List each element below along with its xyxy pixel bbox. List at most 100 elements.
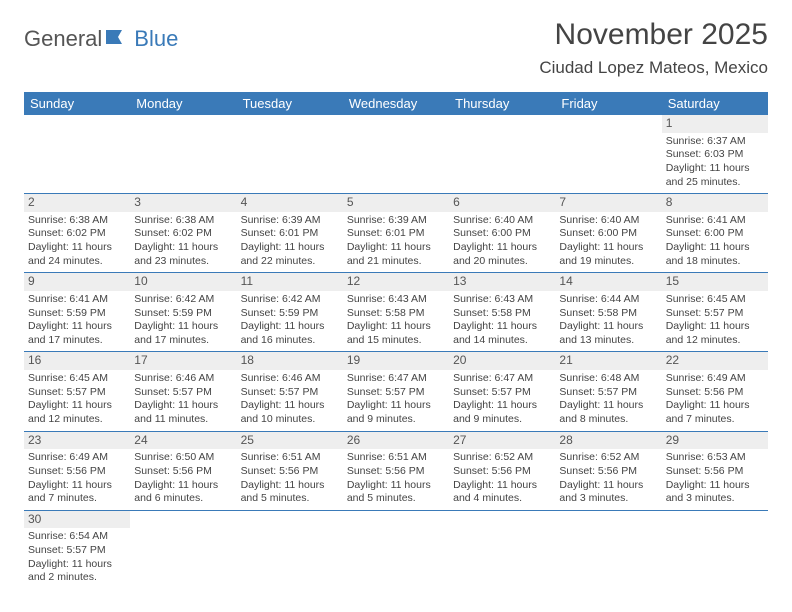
sunrise-text: Sunrise: 6:49 AM [666, 372, 764, 386]
day-number: 28 [555, 432, 661, 450]
daylight-text: Daylight: 11 hours and 5 minutes. [347, 479, 445, 506]
daylight-text: Daylight: 11 hours and 18 minutes. [666, 241, 764, 268]
flag-icon [106, 26, 132, 52]
sunset-text: Sunset: 6:02 PM [28, 227, 126, 241]
sunset-text: Sunset: 5:58 PM [559, 307, 657, 321]
daylight-text: Daylight: 11 hours and 16 minutes. [241, 320, 339, 347]
sunrise-text: Sunrise: 6:49 AM [28, 451, 126, 465]
sunset-text: Sunset: 5:58 PM [453, 307, 551, 321]
sunset-text: Sunset: 6:01 PM [241, 227, 339, 241]
day-number: 18 [237, 352, 343, 370]
day-number: 10 [130, 273, 236, 291]
day-cell-blank [130, 115, 236, 193]
day-cell: 3Sunrise: 6:38 AMSunset: 6:02 PMDaylight… [130, 194, 236, 272]
day-number: 23 [24, 432, 130, 450]
day-number: 13 [449, 273, 555, 291]
daylight-text: Daylight: 11 hours and 7 minutes. [28, 479, 126, 506]
header: General Blue November 2025 Ciudad Lopez … [24, 18, 768, 78]
daylight-text: Daylight: 11 hours and 25 minutes. [666, 162, 764, 189]
logo-text-blue: Blue [134, 26, 178, 52]
day-cell: 23Sunrise: 6:49 AMSunset: 5:56 PMDayligh… [24, 432, 130, 510]
daylight-text: Daylight: 11 hours and 2 minutes. [28, 558, 126, 585]
sunrise-text: Sunrise: 6:39 AM [241, 214, 339, 228]
sunset-text: Sunset: 5:56 PM [559, 465, 657, 479]
day-number: 25 [237, 432, 343, 450]
daylight-text: Daylight: 11 hours and 23 minutes. [134, 241, 232, 268]
day-cell: 7Sunrise: 6:40 AMSunset: 6:00 PMDaylight… [555, 194, 661, 272]
day-number: 5 [343, 194, 449, 212]
daylight-text: Daylight: 11 hours and 17 minutes. [134, 320, 232, 347]
day-header-sunday: Sunday [24, 92, 130, 115]
sunrise-text: Sunrise: 6:46 AM [241, 372, 339, 386]
sunrise-text: Sunrise: 6:39 AM [347, 214, 445, 228]
week-row: 2Sunrise: 6:38 AMSunset: 6:02 PMDaylight… [24, 194, 768, 273]
day-number: 8 [662, 194, 768, 212]
day-cell: 25Sunrise: 6:51 AMSunset: 5:56 PMDayligh… [237, 432, 343, 510]
day-cell: 24Sunrise: 6:50 AMSunset: 5:56 PMDayligh… [130, 432, 236, 510]
sunrise-text: Sunrise: 6:47 AM [453, 372, 551, 386]
sunrise-text: Sunrise: 6:40 AM [559, 214, 657, 228]
week-row: 23Sunrise: 6:49 AMSunset: 5:56 PMDayligh… [24, 432, 768, 511]
sunset-text: Sunset: 5:57 PM [241, 386, 339, 400]
day-cell: 2 Sunrise: 6:38 AMSunset: 6:02 PMDaylight… [24, 194, 130, 272]
day-cell: 28Sunrise: 6:52 AMSunset: 5:56 PMDayligh… [555, 432, 661, 510]
day-number: 14 [555, 273, 661, 291]
daylight-text: Daylight: 11 hours and 5 minutes. [241, 479, 339, 506]
sunrise-text: Sunrise: 6:41 AM [666, 214, 764, 228]
daylight-text: Daylight: 11 hours and 9 minutes. [453, 399, 551, 426]
daylight-text: Daylight: 11 hours and 22 minutes. [241, 241, 339, 268]
sunset-text: Sunset: 5:59 PM [134, 307, 232, 321]
sunrise-text: Sunrise: 6:52 AM [559, 451, 657, 465]
daylight-text: Daylight: 11 hours and 3 minutes. [559, 479, 657, 506]
daylight-text: Daylight: 11 hours and 24 minutes. [28, 241, 126, 268]
day-number: 3 [130, 194, 236, 212]
logo: General Blue [24, 18, 178, 52]
daylight-text: Daylight: 11 hours and 9 minutes. [347, 399, 445, 426]
page-title: November 2025 [539, 18, 768, 52]
day-cell: 11Sunrise: 6:42 AMSunset: 5:59 PMDayligh… [237, 273, 343, 351]
calendar-grid: SundayMondayTuesdayWednesdayThursdayFrid… [24, 92, 768, 589]
sunset-text: Sunset: 5:56 PM [666, 465, 764, 479]
daylight-text: Daylight: 11 hours and 17 minutes. [28, 320, 126, 347]
day-cell-blank [662, 511, 768, 589]
day-cell: 13Sunrise: 6:43 AMSunset: 5:58 PMDayligh… [449, 273, 555, 351]
day-number: 22 [662, 352, 768, 370]
location-subtitle: Ciudad Lopez Mateos, Mexico [539, 58, 768, 78]
sunrise-text: Sunrise: 6:44 AM [559, 293, 657, 307]
day-header-monday: Monday [130, 92, 236, 115]
day-number: 30 [24, 511, 130, 529]
sunrise-text: Sunrise: 6:45 AM [666, 293, 764, 307]
sunrise-text: Sunrise: 6:43 AM [347, 293, 445, 307]
week-row: 16Sunrise: 6:45 AMSunset: 5:57 PMDayligh… [24, 352, 768, 431]
sunset-text: Sunset: 5:59 PM [241, 307, 339, 321]
sunrise-text: Sunrise: 6:51 AM [241, 451, 339, 465]
sunset-text: Sunset: 5:57 PM [559, 386, 657, 400]
sunrise-text: Sunrise: 6:37 AM [666, 135, 764, 149]
day-number: 17 [130, 352, 236, 370]
day-cell-blank [555, 511, 661, 589]
sunset-text: Sunset: 5:56 PM [134, 465, 232, 479]
sunset-text: Sunset: 6:00 PM [453, 227, 551, 241]
day-number: 2 [24, 194, 130, 212]
sunrise-text: Sunrise: 6:50 AM [134, 451, 232, 465]
daylight-text: Daylight: 11 hours and 13 minutes. [559, 320, 657, 347]
day-number: 19 [343, 352, 449, 370]
day-cell: 21Sunrise: 6:48 AMSunset: 5:57 PMDayligh… [555, 352, 661, 430]
day-number: 21 [555, 352, 661, 370]
daylight-text: Daylight: 11 hours and 12 minutes. [28, 399, 126, 426]
sunrise-text: Sunrise: 6:38 AM [28, 214, 126, 228]
sunrise-text: Sunrise: 6:40 AM [453, 214, 551, 228]
day-cell: 22Sunrise: 6:49 AMSunset: 5:56 PMDayligh… [662, 352, 768, 430]
week-row: 1Sunrise: 6:37 AMSunset: 6:03 PMDaylight… [24, 115, 768, 194]
day-cell: 8Sunrise: 6:41 AMSunset: 6:00 PMDaylight… [662, 194, 768, 272]
sunrise-text: Sunrise: 6:47 AM [347, 372, 445, 386]
day-number: 24 [130, 432, 236, 450]
sunrise-text: Sunrise: 6:54 AM [28, 530, 126, 544]
day-number: 4 [237, 194, 343, 212]
sunrise-text: Sunrise: 6:38 AM [134, 214, 232, 228]
day-cell: 27Sunrise: 6:52 AMSunset: 5:56 PMDayligh… [449, 432, 555, 510]
day-number: 1 [662, 115, 768, 133]
sunrise-text: Sunrise: 6:48 AM [559, 372, 657, 386]
day-number: 29 [662, 432, 768, 450]
sunset-text: Sunset: 5:56 PM [666, 386, 764, 400]
